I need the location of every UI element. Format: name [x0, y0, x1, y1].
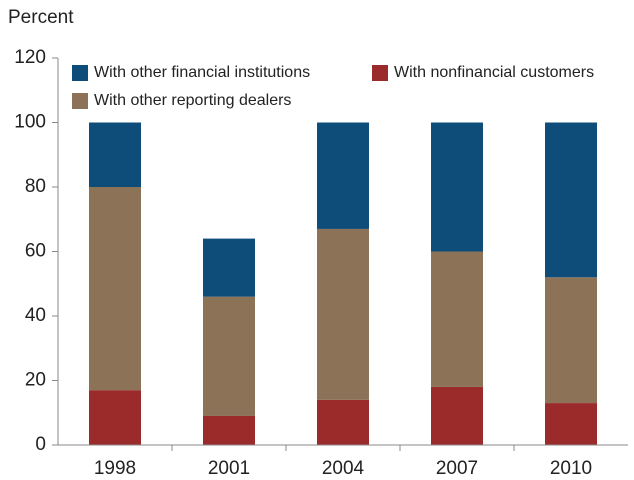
bar-segment [545, 403, 597, 445]
legend-swatch [72, 65, 88, 81]
bar-segment [431, 386, 483, 445]
y-tick-label: 0 [35, 434, 46, 455]
legend-label: With other reporting dealers [94, 92, 291, 109]
x-tick-label: 2007 [436, 458, 478, 479]
y-tick-label: 20 [25, 370, 46, 391]
bar-segment [431, 122, 483, 252]
bar-segment [203, 415, 255, 445]
y-tick-label: 40 [25, 305, 46, 326]
y-tick-label: 120 [14, 47, 46, 68]
bar-segment [203, 296, 255, 416]
y-tick-label: 60 [25, 241, 46, 262]
y-tick-label: 100 [14, 112, 46, 133]
bar-segment [545, 277, 597, 404]
bar-segment [431, 251, 483, 387]
legend-swatch [372, 65, 388, 81]
legend-label: With other financial institutions [94, 64, 310, 81]
x-tick-label: 2010 [550, 458, 592, 479]
bar-segment [203, 238, 255, 297]
bar-segment [89, 390, 141, 445]
bar-segment [89, 122, 141, 187]
bar-segment [317, 122, 369, 229]
x-tick-label: 2004 [322, 458, 365, 479]
legend-swatch [72, 93, 88, 109]
bar-segment [317, 228, 369, 400]
bar-segment [317, 399, 369, 445]
legend-label: With nonfinancial customers [394, 64, 594, 81]
x-tick-label: 2001 [208, 458, 250, 479]
bar-segment [89, 187, 141, 391]
bar-segment [545, 122, 597, 278]
x-tick-label: 1998 [94, 458, 136, 479]
y-tick-label: 80 [25, 176, 46, 197]
y-axis-label: Percent [8, 7, 74, 28]
